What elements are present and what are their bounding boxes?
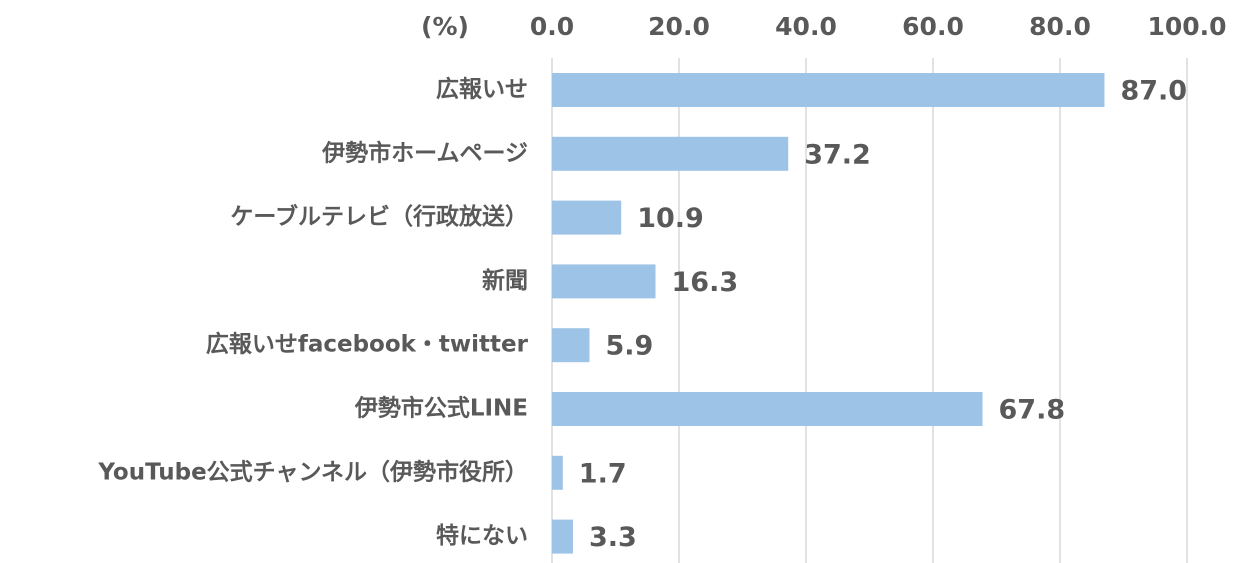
x-tick-label: 100.0 <box>1147 12 1226 41</box>
data-label: 1.7 <box>579 458 627 489</box>
x-tick-label: 20.0 <box>648 12 710 41</box>
data-label: 37.2 <box>804 139 871 170</box>
axis-label: (%) <box>421 12 469 41</box>
bar <box>552 328 590 363</box>
data-label: 16.3 <box>672 267 739 298</box>
x-tick-label: 0.0 <box>530 12 574 41</box>
bar <box>552 136 789 171</box>
y-tick-label: YouTube公式チャンネル（伊勢市役所） <box>97 458 528 485</box>
data-label: 5.9 <box>605 331 653 362</box>
data-label: 3.3 <box>589 522 637 553</box>
y-tick-label: 新聞 <box>482 267 528 294</box>
y-tick-label: 伊勢市公式LINE <box>354 395 528 422</box>
y-tick-label: 広報いせfacebook・twitter <box>206 331 529 358</box>
bar <box>552 200 622 235</box>
data-label: 87.0 <box>1120 76 1187 107</box>
y-tick-label: 特にない <box>436 523 528 549</box>
y-tick-label: 広報いせ <box>436 76 528 103</box>
data-label: 67.8 <box>999 395 1066 426</box>
y-tick-label: 伊勢市ホームページ <box>321 139 528 166</box>
bar <box>552 455 563 490</box>
bar <box>552 73 1105 107</box>
bar <box>552 519 573 554</box>
x-tick-label: 60.0 <box>902 12 964 41</box>
bar <box>552 264 656 299</box>
x-tick-label: 40.0 <box>775 12 837 41</box>
x-tick-label: 80.0 <box>1029 12 1091 41</box>
bar <box>552 392 983 426</box>
y-tick-label: ケーブルテレビ（行政放送） <box>230 203 528 230</box>
data-label: 10.9 <box>637 203 704 234</box>
